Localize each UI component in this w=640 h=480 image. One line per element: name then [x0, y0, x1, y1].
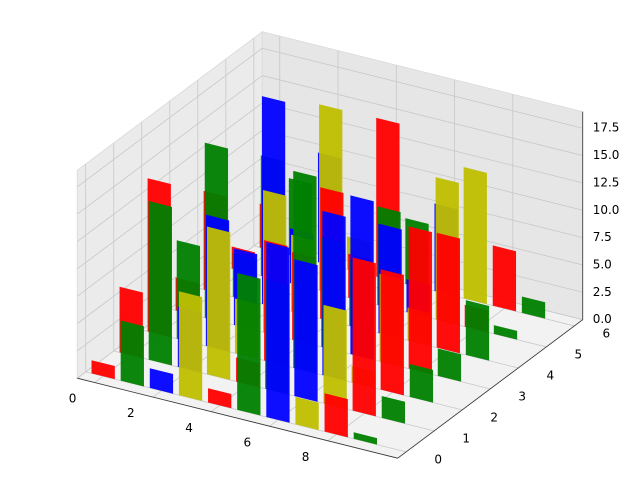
x-tick-label: 4 [185, 421, 193, 435]
bar [436, 232, 460, 354]
bar [380, 269, 404, 396]
y-tick-label: 1 [462, 431, 470, 445]
z-tick-label: 10.0 [593, 203, 620, 217]
bar [178, 291, 203, 401]
grid-line [262, 157, 583, 238]
y-axis-line [397, 319, 583, 459]
z-tick-label: 12.5 [593, 175, 620, 189]
bar [266, 241, 290, 423]
grid-line [77, 102, 263, 242]
y-tick-label: 4 [546, 368, 554, 382]
bar [493, 325, 518, 340]
grid-line [85, 371, 407, 453]
bar [463, 167, 487, 305]
z-tick-label: 0.0 [593, 312, 612, 326]
bar [91, 360, 115, 380]
grid-line [77, 75, 263, 215]
bar [237, 272, 261, 416]
y-tick-label: 0 [434, 452, 442, 466]
z-tick-label: 5.0 [593, 257, 612, 271]
z-tick-label: 15.0 [593, 148, 620, 162]
bar [352, 257, 376, 417]
bar [148, 201, 172, 366]
bar [437, 348, 462, 382]
grid-line [262, 102, 583, 184]
x-axis-line [77, 377, 398, 459]
grid-line [262, 129, 583, 211]
bar [149, 368, 174, 394]
bar [521, 296, 546, 319]
x-tick-label: 6 [244, 435, 252, 449]
bar [465, 300, 490, 361]
bar [409, 364, 434, 403]
z-tick-label: 7.5 [593, 230, 612, 244]
z-tick-label: 2.5 [593, 285, 612, 299]
bar [408, 226, 432, 375]
bar [381, 395, 406, 424]
bar [295, 396, 319, 431]
grid-line [77, 47, 263, 188]
y-tick-label: 3 [518, 389, 526, 403]
y-tick-label: 5 [574, 347, 582, 361]
bar [120, 320, 144, 387]
grid-line [262, 47, 583, 129]
y-tick-label: 2 [490, 410, 498, 424]
grid-line [262, 75, 583, 156]
x-tick-label: 8 [302, 450, 310, 464]
x-tick-label: 0 [69, 392, 77, 406]
bar [353, 432, 377, 445]
bar [492, 245, 517, 312]
y-tick-label: 6 [603, 326, 611, 340]
bar [294, 259, 318, 402]
x-tick-label: 2 [127, 406, 135, 420]
bar [324, 393, 348, 438]
z-tick-label: 17.5 [593, 121, 620, 135]
bar [208, 388, 232, 409]
bar [206, 226, 231, 380]
bar [323, 304, 347, 410]
